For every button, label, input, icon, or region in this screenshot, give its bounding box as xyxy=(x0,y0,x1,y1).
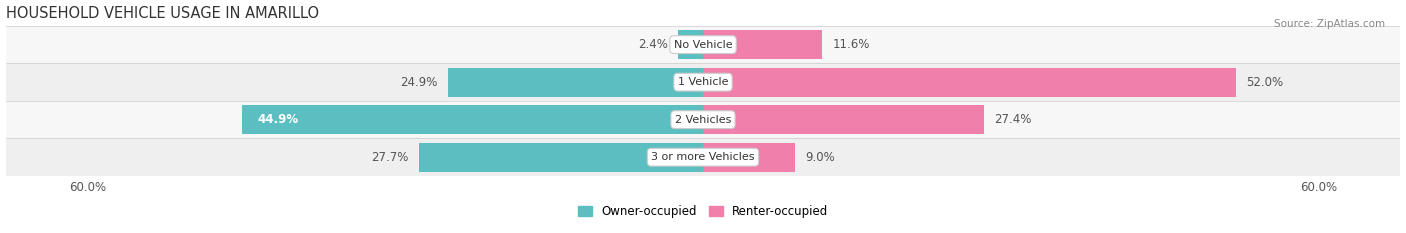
Bar xyxy=(703,30,823,59)
Text: 11.6%: 11.6% xyxy=(832,38,869,51)
Bar xyxy=(242,105,703,134)
Text: 24.9%: 24.9% xyxy=(399,76,437,89)
Text: 44.9%: 44.9% xyxy=(257,113,299,126)
Bar xyxy=(703,68,1236,97)
Text: 27.7%: 27.7% xyxy=(371,151,409,164)
Text: 52.0%: 52.0% xyxy=(1247,76,1284,89)
Bar xyxy=(6,26,1400,63)
Text: Source: ZipAtlas.com: Source: ZipAtlas.com xyxy=(1274,19,1385,29)
Legend: Owner-occupied, Renter-occupied: Owner-occupied, Renter-occupied xyxy=(578,205,828,218)
Text: No Vehicle: No Vehicle xyxy=(673,40,733,50)
Bar xyxy=(678,30,703,59)
Text: 1 Vehicle: 1 Vehicle xyxy=(678,77,728,87)
Text: 27.4%: 27.4% xyxy=(994,113,1032,126)
Bar xyxy=(419,143,703,172)
Text: HOUSEHOLD VEHICLE USAGE IN AMARILLO: HOUSEHOLD VEHICLE USAGE IN AMARILLO xyxy=(6,6,319,21)
Text: 3 or more Vehicles: 3 or more Vehicles xyxy=(651,152,755,162)
Bar xyxy=(6,101,1400,138)
Text: 9.0%: 9.0% xyxy=(806,151,835,164)
Bar xyxy=(6,138,1400,176)
Bar xyxy=(447,68,703,97)
Text: 2 Vehicles: 2 Vehicles xyxy=(675,115,731,125)
Bar xyxy=(703,143,796,172)
Bar xyxy=(703,105,984,134)
Bar xyxy=(6,63,1400,101)
Text: 2.4%: 2.4% xyxy=(638,38,668,51)
